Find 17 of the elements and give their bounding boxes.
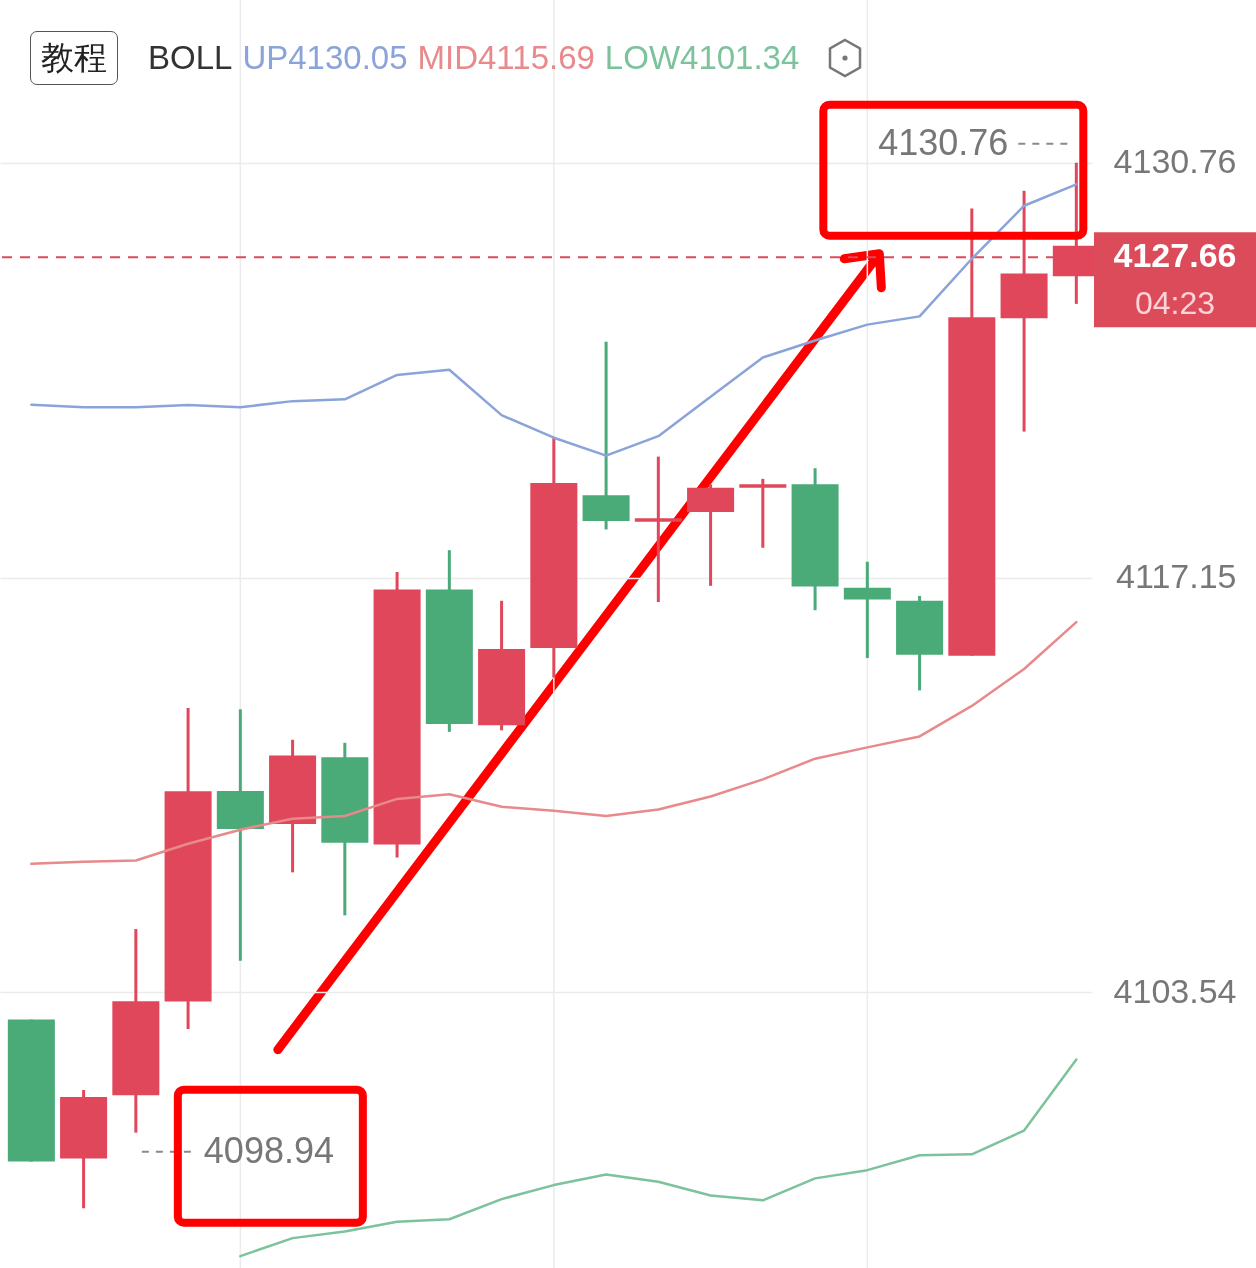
annotation: 4098.94 [203, 1129, 334, 1171]
text: UP4130.05 [242, 39, 408, 77]
y-tick-label: 4117.15 [1116, 557, 1237, 596]
text: 04:23 [1134, 285, 1216, 322]
text-button: 教程 [30, 31, 118, 85]
ref-line-label: 4127.66 [1113, 236, 1237, 275]
y-tick-label: 4130.76 [1113, 142, 1237, 181]
annotation: 4130.76 [878, 121, 1009, 163]
candlestick [843, 560, 891, 660]
y-tick-label: 4103.54 [1113, 971, 1237, 1010]
line-series [30, 183, 1078, 457]
legend-title: BOLL [148, 39, 233, 77]
candlestick [634, 456, 682, 602]
text: MID4115.69 [417, 39, 595, 77]
text: LOW4101.34 [604, 39, 800, 77]
line-series [30, 620, 1078, 866]
candlestick [739, 477, 787, 548]
